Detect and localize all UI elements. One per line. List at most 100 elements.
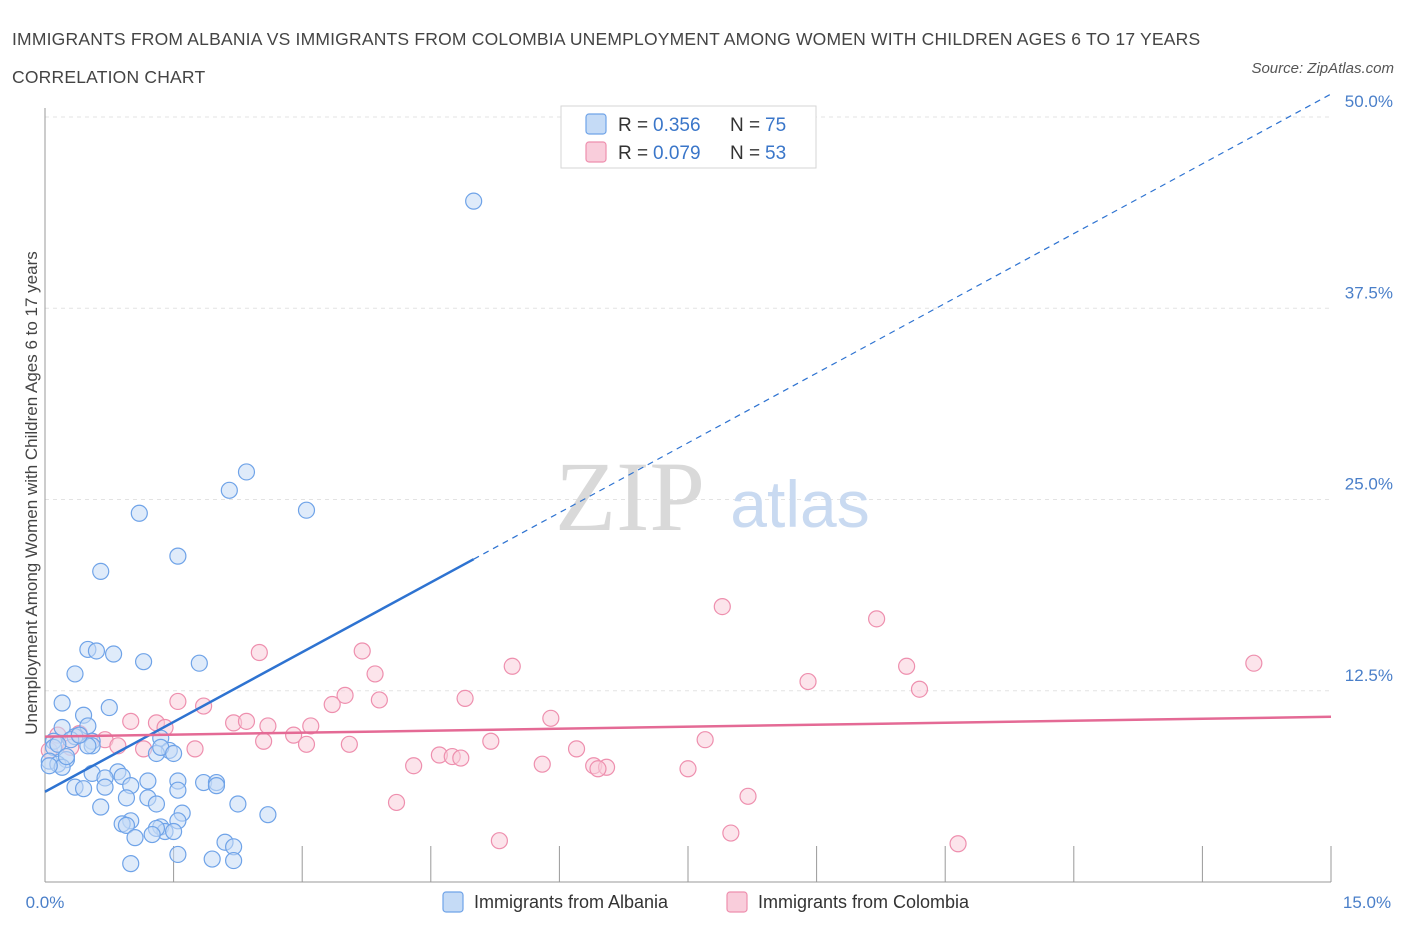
data-point bbox=[340, 735, 358, 753]
data-point bbox=[66, 665, 84, 683]
data-point bbox=[503, 657, 521, 675]
data-point bbox=[898, 657, 916, 675]
data-point bbox=[589, 760, 607, 778]
y-axis-label: Unemployment Among Women with Children A… bbox=[22, 251, 41, 735]
colombia-n-value: 53 bbox=[765, 143, 786, 164]
data-point bbox=[96, 778, 114, 796]
series-legend: Immigrants from Albania Immigrants from … bbox=[442, 891, 970, 913]
trend-lines bbox=[44, 93, 1332, 793]
data-point bbox=[190, 654, 208, 672]
data-point bbox=[323, 695, 341, 714]
data-point bbox=[126, 829, 144, 847]
data-point bbox=[92, 562, 110, 581]
data-point bbox=[229, 795, 247, 813]
data-point bbox=[567, 740, 586, 758]
colombia-r-value: 0.079 bbox=[653, 143, 701, 164]
data-point bbox=[165, 744, 183, 763]
x-tick-label-min: 0.0% bbox=[26, 893, 65, 912]
data-point bbox=[117, 816, 136, 834]
data-point bbox=[713, 597, 731, 616]
data-point bbox=[250, 643, 268, 662]
data-point bbox=[87, 642, 106, 660]
data-point bbox=[169, 692, 187, 711]
chart-source: Source: ZipAtlas.com bbox=[1251, 60, 1394, 77]
data-point bbox=[465, 192, 483, 210]
data-point bbox=[949, 835, 967, 853]
y-tick-label: 12.5% bbox=[1345, 666, 1393, 685]
data-point bbox=[452, 749, 470, 767]
x-axis-ticks bbox=[44, 846, 1332, 882]
data-point bbox=[297, 501, 316, 519]
data-point bbox=[353, 642, 371, 660]
trend-line-dashed bbox=[473, 93, 1332, 560]
colombia-n-label: N = bbox=[730, 143, 760, 164]
legend-albania-label: Immigrants from Albania bbox=[474, 892, 669, 912]
data-point bbox=[868, 610, 886, 628]
data-point bbox=[237, 463, 256, 481]
watermark-atlas: atlas bbox=[730, 467, 869, 541]
data-point bbox=[147, 795, 166, 813]
data-point bbox=[259, 806, 277, 824]
chart-title: IMMIGRANTS FROM ALBANIA VS IMMIGRANTS FR… bbox=[12, 29, 1201, 87]
trend-line-solid bbox=[44, 558, 475, 793]
data-point bbox=[542, 709, 560, 727]
data-point bbox=[366, 665, 384, 683]
data-point bbox=[186, 740, 204, 758]
data-point bbox=[739, 787, 757, 805]
data-point bbox=[169, 547, 187, 565]
data-point bbox=[405, 757, 423, 775]
data-point bbox=[139, 772, 157, 790]
data-point bbox=[370, 691, 388, 709]
data-point bbox=[255, 732, 273, 750]
data-point bbox=[799, 672, 817, 691]
legend-colombia-swatch bbox=[726, 891, 748, 913]
data-point bbox=[104, 645, 123, 663]
y-tick-label: 25.0% bbox=[1345, 475, 1393, 494]
y-tick-label: 37.5% bbox=[1345, 283, 1393, 302]
data-point bbox=[220, 481, 238, 499]
data-point bbox=[57, 747, 76, 766]
data-point bbox=[92, 798, 110, 816]
data-points bbox=[40, 192, 1263, 873]
data-point bbox=[74, 780, 93, 798]
data-point bbox=[122, 712, 140, 730]
y-tick-label: 50.0% bbox=[1345, 92, 1393, 111]
y-tick-labels: 12.5% 25.0% 37.5% 50.0% bbox=[1345, 92, 1393, 685]
albania-swatch bbox=[585, 113, 607, 135]
data-point bbox=[40, 757, 58, 775]
data-point bbox=[722, 824, 740, 842]
data-point bbox=[143, 825, 161, 844]
data-point bbox=[203, 850, 221, 868]
albania-r-value: 0.356 bbox=[653, 115, 701, 136]
data-point bbox=[130, 504, 148, 522]
x-tick-label-max: 15.0% bbox=[1343, 893, 1391, 912]
data-point bbox=[302, 717, 320, 735]
data-point bbox=[336, 686, 354, 704]
data-point bbox=[237, 712, 256, 730]
data-point bbox=[134, 653, 153, 671]
data-point bbox=[910, 680, 929, 698]
albania-r-label: R = bbox=[618, 115, 648, 136]
data-point bbox=[225, 851, 243, 870]
stats-legend: R = 0.356 N = 75 R = 0.079 N = 53 bbox=[560, 105, 817, 169]
albania-n-label: N = bbox=[730, 115, 760, 136]
colombia-r-label: R = bbox=[618, 143, 648, 164]
data-point bbox=[387, 793, 406, 812]
data-point bbox=[482, 732, 500, 750]
data-point bbox=[490, 832, 508, 850]
trend-line-solid bbox=[44, 715, 1332, 738]
data-point bbox=[533, 755, 551, 773]
data-point bbox=[259, 717, 277, 735]
data-point bbox=[122, 855, 140, 873]
data-point bbox=[679, 760, 697, 778]
data-point bbox=[696, 731, 714, 749]
data-point bbox=[297, 735, 316, 753]
colombia-swatch bbox=[585, 141, 607, 163]
data-point bbox=[169, 781, 187, 799]
data-point bbox=[207, 777, 226, 795]
data-point bbox=[1245, 654, 1263, 672]
data-point bbox=[165, 822, 183, 841]
data-point bbox=[169, 845, 187, 864]
data-point bbox=[53, 694, 71, 712]
